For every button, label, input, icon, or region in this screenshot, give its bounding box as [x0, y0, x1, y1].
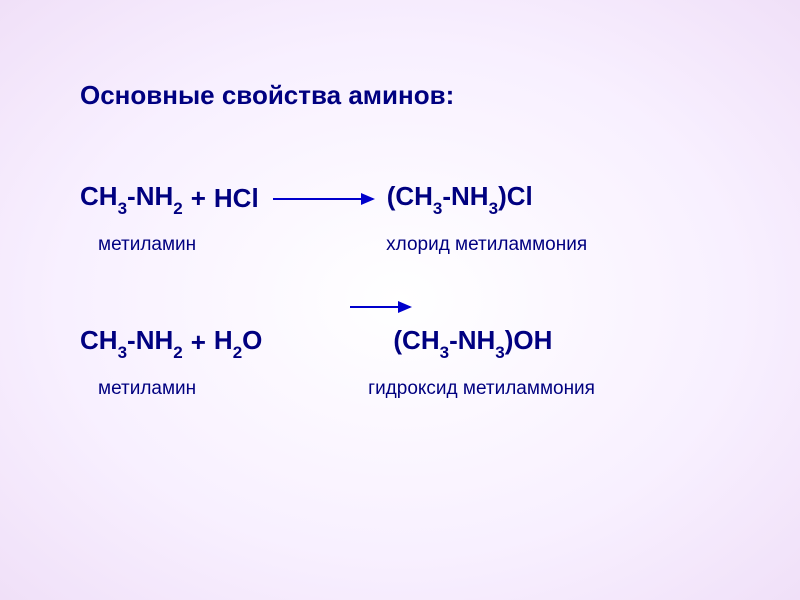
- equation-2: CH3-NH2 + H2O (CH3-NH3)OH: [80, 325, 740, 360]
- reaction-arrow-icon: [350, 306, 410, 308]
- formula-text: )Cl: [498, 181, 533, 211]
- subscript: 2: [233, 343, 242, 362]
- formula-text: H: [214, 325, 233, 355]
- slide-title: Основные свойства аминов:: [80, 80, 740, 111]
- reactant-1: CH3-NH2: [80, 325, 183, 360]
- equation-1: CH3-NH2 + HCl (CH3-NH3)Cl: [80, 181, 740, 216]
- product-1: (CH3-NH3)Cl: [387, 181, 533, 216]
- subscript: 2: [173, 199, 182, 218]
- equation-block-2: CH3-NH2 + H2O (CH3-NH3)OH метиламин гидр…: [80, 325, 740, 400]
- label-reactant: метиламин: [98, 378, 196, 400]
- slide-content: Основные свойства аминов: CH3-NH2 + HCl …: [0, 0, 800, 490]
- reactant-2: HCl: [214, 183, 259, 214]
- subscript: 3: [118, 199, 127, 218]
- subscript: 3: [433, 199, 442, 218]
- product-2: (CH3-NH3)OH: [393, 325, 552, 360]
- formula-text: CH: [80, 325, 118, 355]
- subscript: 3: [489, 199, 498, 218]
- reaction-arrow-icon: [273, 198, 373, 200]
- subscript: 3: [495, 343, 504, 362]
- equation-block-1: CH3-NH2 + HCl (CH3-NH3)Cl метиламин хлор…: [80, 181, 740, 256]
- plus-sign: +: [191, 183, 206, 214]
- formula-text: O: [242, 325, 262, 355]
- reactant-2: H2O: [214, 325, 262, 360]
- subscript: 3: [440, 343, 449, 362]
- subscript: 2: [173, 343, 182, 362]
- formula-text: (CH: [393, 325, 439, 355]
- reactant-1: CH3-NH2: [80, 181, 183, 216]
- subscript: 3: [118, 343, 127, 362]
- formula-text: )OH: [505, 325, 553, 355]
- label-product: хлорид метиламмония: [386, 234, 587, 256]
- formula-text: -NH: [127, 181, 173, 211]
- label-reactant: метиламин: [98, 234, 196, 256]
- label-product: гидроксид метиламмония: [368, 378, 595, 400]
- formula-text: -NH: [127, 325, 173, 355]
- plus-sign: +: [191, 327, 206, 358]
- formula-text: -NH: [442, 181, 488, 211]
- formula-text: (CH: [387, 181, 433, 211]
- formula-text: -NH: [449, 325, 495, 355]
- equation-1-labels: метиламин хлорид метиламмония: [80, 234, 740, 256]
- equation-2-labels: метиламин гидроксид метиламмония: [80, 378, 740, 400]
- formula-text: CH: [80, 181, 118, 211]
